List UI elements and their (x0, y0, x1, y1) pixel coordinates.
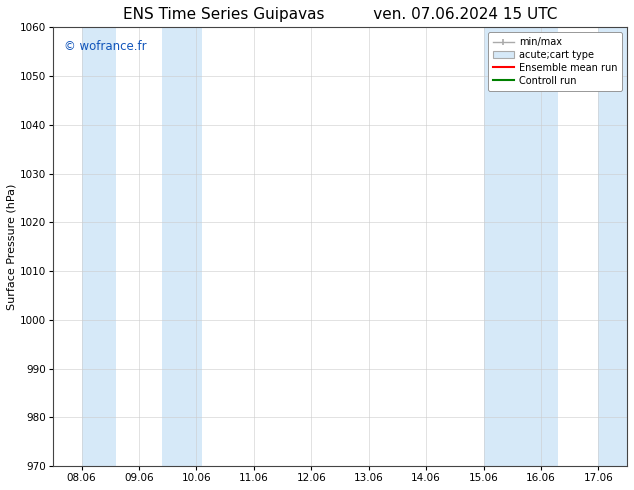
Bar (82, 27, 116, 466)
Legend: min/max, acute;cart type, Ensemble mean run, Controll run: min/max, acute;cart type, Ensemble mean … (488, 32, 622, 91)
Title: ENS Time Series Guipavas          ven. 07.06.2024 15 UTC: ENS Time Series Guipavas ven. 07.06.2024… (123, 7, 557, 22)
Y-axis label: Surface Pressure (hPa): Surface Pressure (hPa) (7, 184, 17, 310)
Bar (598, 27, 633, 466)
Bar (484, 27, 515, 466)
Text: © wofrance.fr: © wofrance.fr (65, 41, 147, 53)
Bar (515, 27, 558, 466)
Bar (162, 27, 202, 466)
